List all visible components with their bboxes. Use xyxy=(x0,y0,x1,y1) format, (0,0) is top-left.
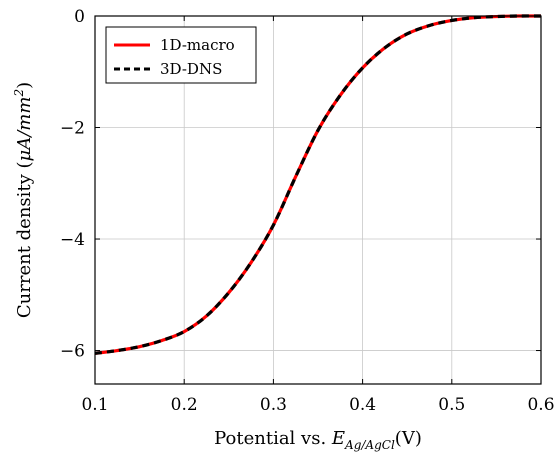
legend-label-1d-macro: 1D-macro xyxy=(160,36,235,54)
legend: 1D-macro 3D-DNS xyxy=(105,26,257,84)
y-axis-label-sup: 2 xyxy=(12,89,26,98)
y-tick-label: −4 xyxy=(60,230,85,250)
y-tick-label: −2 xyxy=(60,119,85,139)
y-tick-label: 0 xyxy=(74,7,85,27)
y-axis-label-main: Current density ( xyxy=(14,161,35,318)
x-axis-label: Potential vs. EAg/AgCl(V) xyxy=(214,428,422,452)
series-layer xyxy=(94,14,542,355)
x-axis-label-main: Potential vs. xyxy=(214,428,332,449)
y-tick-label: −6 xyxy=(60,342,85,362)
legend-label-3d-dns: 3D-DNS xyxy=(160,60,222,78)
x-axis-label-sub: Ag/AgCl xyxy=(344,438,395,452)
x-tick-label: 0.3 xyxy=(260,395,287,415)
plot-frame xyxy=(94,15,542,385)
x-tick-label: 0.2 xyxy=(171,395,198,415)
x-axis-label-var: E xyxy=(331,428,345,449)
x-axis-label-tail: (V) xyxy=(395,428,422,449)
x-tick-label: 0.6 xyxy=(527,395,554,415)
x-tick-label: 0.4 xyxy=(349,395,376,415)
y-axis-label: Current density (μA/mm2) xyxy=(12,82,35,318)
series-line-3d-dns xyxy=(94,14,542,355)
x-tick-label: 0.1 xyxy=(81,395,108,415)
y-axis-label-tail: ) xyxy=(14,82,35,89)
tick-layer: 0.1 0.2 0.3 0.4 0.5 0.6 0 −2 −4 −6 xyxy=(60,7,555,415)
y-axis-label-var: μA/mm xyxy=(14,97,35,162)
legend-box xyxy=(105,26,257,84)
x-tick-label: 0.5 xyxy=(438,395,465,415)
